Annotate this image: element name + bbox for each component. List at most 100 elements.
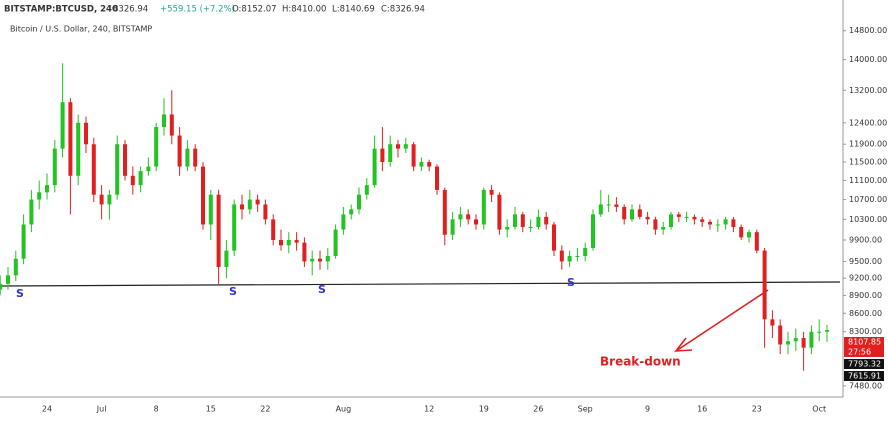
candle-body xyxy=(52,148,57,186)
candle-body xyxy=(606,204,611,206)
price-label-bg xyxy=(844,371,884,381)
x-tick-label: 15 xyxy=(206,405,216,414)
candle-body xyxy=(91,144,96,195)
candle-body xyxy=(692,216,697,220)
y-tick-label: 14800.00 xyxy=(849,26,887,35)
candle-body xyxy=(466,214,471,220)
candle-body xyxy=(513,214,517,228)
candle-body xyxy=(622,206,627,220)
candle-body xyxy=(786,341,790,345)
candle-body xyxy=(201,166,205,225)
candle-body xyxy=(396,144,400,149)
y-tick-label: 8900.00 xyxy=(849,291,882,300)
candle-body xyxy=(341,214,346,230)
candle-body xyxy=(676,214,681,217)
candle-body xyxy=(279,239,283,246)
candle-body xyxy=(653,219,658,230)
y-tick-label: 8600.00 xyxy=(849,309,882,318)
candle-body xyxy=(224,250,229,267)
candle-body xyxy=(310,258,315,262)
candle-body xyxy=(146,166,151,172)
x-tick-label: 22 xyxy=(260,405,270,414)
candle-body xyxy=(497,194,502,230)
candle-body xyxy=(481,189,486,225)
x-tick-label: Sep xyxy=(578,405,593,414)
header: BITSTAMP:BTCUSD, 240 8326.94 +559.15 (+7… xyxy=(4,5,425,34)
candle-body xyxy=(388,144,393,163)
support-label: S xyxy=(229,285,237,298)
candle-body xyxy=(669,214,673,228)
candle-body xyxy=(185,148,190,167)
candle-body xyxy=(559,250,564,262)
candle-body xyxy=(193,148,198,167)
candle-body xyxy=(442,189,447,235)
candle-body xyxy=(271,219,276,240)
y-tick-label: 11100.00 xyxy=(849,176,887,185)
candle-body xyxy=(162,114,166,128)
candle-body xyxy=(505,227,510,230)
price-label-bg xyxy=(844,347,884,357)
candle-body xyxy=(177,135,182,167)
candle-body xyxy=(419,162,424,167)
candle-body xyxy=(154,127,159,167)
y-tick-label: 13200.00 xyxy=(849,86,887,95)
candle-body xyxy=(357,194,361,210)
candle-body xyxy=(684,216,689,218)
x-tick-label: 24 xyxy=(42,405,52,414)
x-tick-label: 8 xyxy=(154,405,159,414)
candle-body xyxy=(21,224,26,259)
price-label: 27:56 xyxy=(848,348,871,357)
candle-body xyxy=(731,219,736,228)
candle-body xyxy=(614,204,619,207)
breakdown-arrow xyxy=(674,289,769,352)
candle-body xyxy=(208,194,213,225)
candle-body xyxy=(435,166,439,190)
candle-body xyxy=(754,232,759,251)
candle-body xyxy=(372,148,377,186)
candle-body xyxy=(793,338,798,342)
candle-body xyxy=(13,258,18,276)
x-tick-label: 23 xyxy=(752,405,762,414)
candle-body xyxy=(286,239,291,246)
candle-body xyxy=(380,148,385,163)
candle-body xyxy=(333,229,338,257)
y-tick-label: 9500.00 xyxy=(849,257,882,266)
candle-body xyxy=(294,239,299,243)
candle-body xyxy=(474,219,478,225)
candle-body xyxy=(567,256,572,262)
candle-body xyxy=(591,214,595,248)
candle-body xyxy=(29,199,34,225)
candle-body xyxy=(169,114,174,136)
candle-body xyxy=(700,219,705,222)
x-tick-label: 26 xyxy=(533,405,543,414)
candle-body xyxy=(364,185,369,195)
change: +559.15 (+7.2%) xyxy=(160,5,235,15)
candle-body xyxy=(0,283,3,290)
candle-body xyxy=(107,194,112,205)
x-tick-label: 9 xyxy=(645,405,650,414)
price-label: 7793.32 xyxy=(848,360,881,369)
subtitle: Bitcoin / U.S. Dollar, 240, BITSTAMP xyxy=(10,25,152,34)
y-tick-label: 14000.00 xyxy=(849,55,887,64)
candle-body xyxy=(37,192,42,200)
candle-body xyxy=(598,204,603,215)
candle-body xyxy=(349,209,354,215)
candle-body xyxy=(411,144,416,167)
candle-body xyxy=(817,331,822,333)
candle-body xyxy=(708,221,712,225)
candle-body xyxy=(715,224,720,226)
y-tick-label: 10300.00 xyxy=(849,215,887,224)
candle-body xyxy=(232,204,237,251)
y-tick-label: 9200.00 xyxy=(849,274,882,283)
y-tick-label: 12400.00 xyxy=(849,118,887,127)
high: H:8410.00 xyxy=(282,5,326,15)
y-tick-label: 11900.00 xyxy=(849,140,887,149)
support-line xyxy=(0,281,841,287)
x-tick-label: Aug xyxy=(336,405,352,414)
y-tick-label: 9900.00 xyxy=(849,235,882,244)
candle-body xyxy=(123,144,127,176)
candle-body xyxy=(739,227,744,238)
candle-body xyxy=(6,275,10,284)
candle-body xyxy=(801,338,806,348)
y-tick-label: 8300.00 xyxy=(849,327,882,336)
